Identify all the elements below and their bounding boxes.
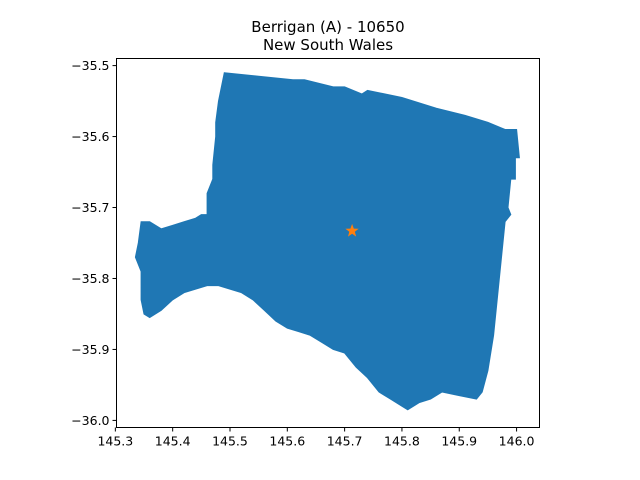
x-tick-label: 146.0 (499, 434, 535, 449)
y-tick-label: −35.9 (71, 342, 109, 357)
x-tick-label: 145.6 (269, 434, 305, 449)
y-tick-label: −35.5 (71, 58, 109, 73)
region-polygon (134, 72, 520, 411)
x-tick-label: 145.7 (327, 434, 363, 449)
y-axis: −35.5 −35.6 −35.7 −35.8 −35.9 −36.0 (71, 58, 117, 428)
y-tick-label: −35.8 (71, 271, 109, 286)
x-tick-label: 145.9 (441, 434, 477, 449)
plot-area (134, 72, 520, 411)
x-tick-label: 145.4 (155, 434, 191, 449)
x-tick-label: 145.3 (97, 434, 133, 449)
chart-subtitle: New South Wales (262, 36, 394, 54)
y-tick-label: −35.6 (71, 129, 109, 144)
y-tick-label: −36.0 (71, 413, 109, 428)
x-tick-label: 145.5 (212, 434, 248, 449)
x-axis: 145.3 145.4 145.5 145.6 145.7 145.8 145.9 146.0 (97, 427, 535, 449)
x-tick-label: 145.8 (384, 434, 420, 449)
chart-title: Berrigan (A) - 10650 (251, 18, 405, 36)
centroid-star-marker (345, 223, 359, 237)
axes-frame (116, 58, 540, 428)
y-tick-label: −35.7 (71, 200, 109, 215)
